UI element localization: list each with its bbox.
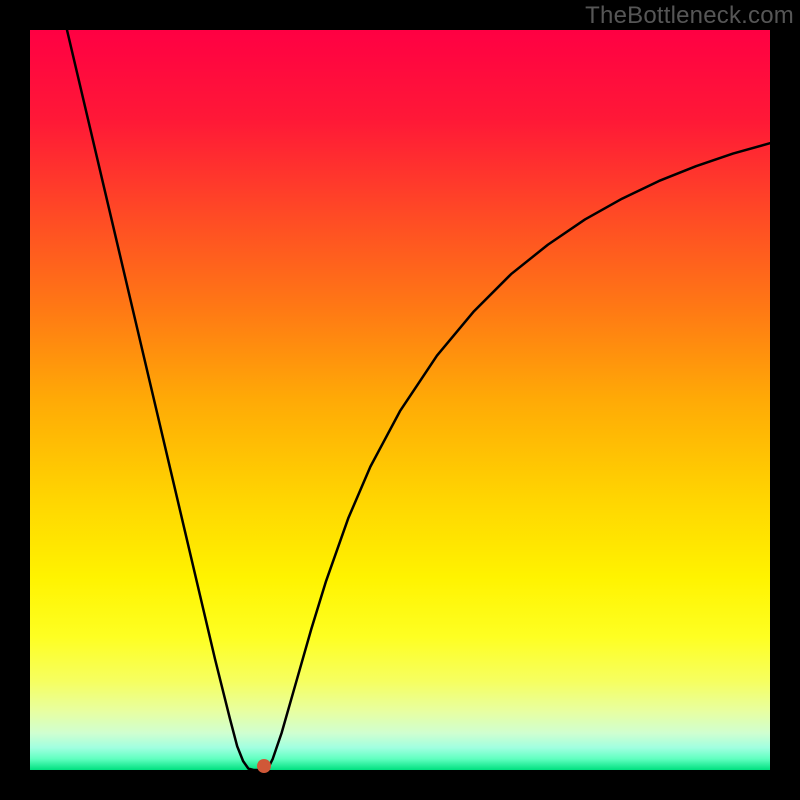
curve-layer xyxy=(30,30,770,770)
watermark-text: TheBottleneck.com xyxy=(585,2,794,30)
minimum-marker xyxy=(257,759,271,773)
bottleneck-curve xyxy=(67,30,770,770)
chart-container: TheBottleneck.com xyxy=(0,0,800,800)
plot-area xyxy=(30,30,770,770)
